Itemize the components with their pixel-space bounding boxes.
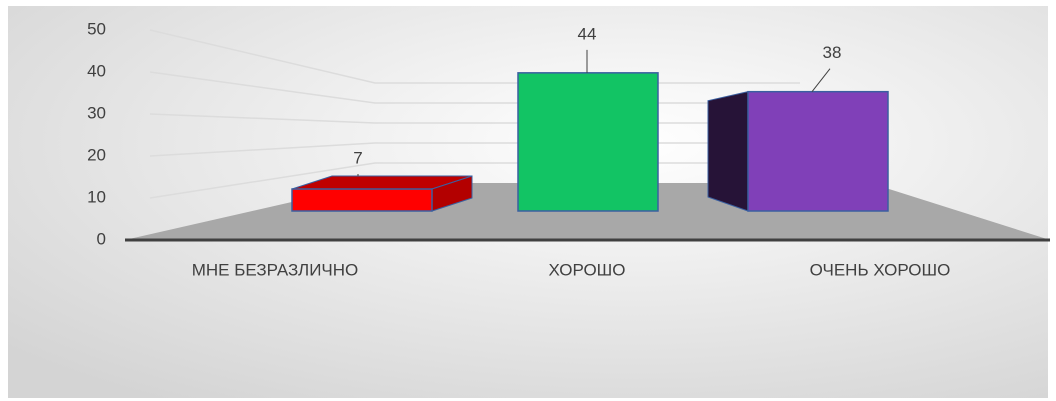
bar [291, 188, 433, 212]
y-tick-label: 40 [87, 61, 106, 80]
y-tick-label: 10 [87, 187, 106, 206]
data-label: 7 [353, 149, 362, 168]
y-tick-label: 50 [87, 19, 106, 38]
y-tick-label: 30 [87, 103, 106, 122]
x-tick-label: ХОРОШО [549, 260, 626, 279]
x-tick-label: МНЕ БЕЗРАЗЛИЧНО [192, 260, 359, 279]
y-tick-label: 20 [87, 145, 106, 164]
bar [517, 72, 659, 212]
y-tick-label: 0 [97, 229, 106, 248]
x-tick-label: ОЧЕНЬ ХОРОШО [810, 260, 951, 279]
data-label: 38 [823, 43, 842, 62]
bar [747, 90, 889, 212]
data-label: 44 [578, 24, 597, 43]
leader-line [811, 68, 831, 92]
bar-side [707, 91, 749, 212]
